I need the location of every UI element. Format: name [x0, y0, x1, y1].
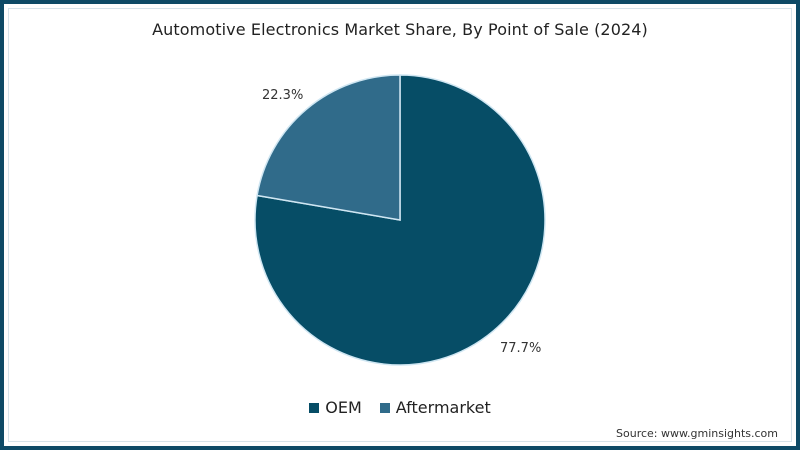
legend: OEM Aftermarket	[0, 398, 800, 417]
legend-label-aftermarket: Aftermarket	[395, 398, 491, 417]
legend-label-oem: OEM	[325, 398, 362, 417]
legend-item-oem[interactable]: OEM	[309, 398, 362, 417]
pie-slice-aftermarket[interactable]	[256, 74, 401, 221]
inner-border	[8, 8, 792, 442]
data-label-aftermarket: 22.3%	[262, 88, 304, 103]
chart-title: Automotive Electronics Market Share, By …	[152, 20, 648, 39]
legend-item-aftermarket[interactable]: Aftermarket	[379, 398, 491, 417]
legend-swatch-aftermarket	[379, 402, 390, 413]
source-note: Source: www.gminsights.com	[616, 427, 778, 440]
data-label-oem: 77.7%	[500, 341, 542, 356]
legend-swatch-oem	[309, 402, 320, 413]
